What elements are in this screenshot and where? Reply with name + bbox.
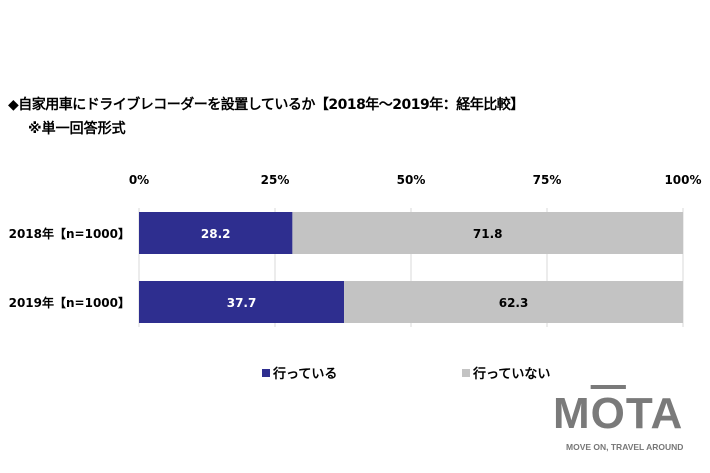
chart-title: ◆自家用車にドライブレコーダーを設置しているか【2018年～2019年：経年比較… <box>8 97 524 113</box>
legend-swatch <box>262 369 270 377</box>
data-label: 37.7 <box>227 296 257 310</box>
data-label: 71.8 <box>473 227 503 241</box>
x-tick-label: 50% <box>397 173 426 187</box>
category-label: 2018年【n=1000】 <box>9 226 130 241</box>
logo-tagline: MOVE ON, TRAVEL AROUND <box>566 442 684 452</box>
x-tick-label: 25% <box>261 173 290 187</box>
legend-swatch <box>462 369 470 377</box>
legend-label: 行っていない <box>472 366 550 382</box>
x-tick-label: 0% <box>129 173 149 187</box>
bar-segment <box>292 212 683 254</box>
bar-segment <box>344 281 683 323</box>
data-label: 62.3 <box>499 296 529 310</box>
chart-subtitle: ※単一回答形式 <box>28 121 126 137</box>
x-tick-label: 75% <box>533 173 562 187</box>
bar-segment <box>139 281 345 323</box>
x-tick-label: 100% <box>664 173 701 187</box>
bar-segment <box>139 212 293 254</box>
data-label: 28.2 <box>201 227 231 241</box>
category-label: 2019年【n=1000】 <box>9 295 130 310</box>
legend-label: 行っている <box>272 366 337 382</box>
mota-logo: MOTA <box>553 389 684 438</box>
